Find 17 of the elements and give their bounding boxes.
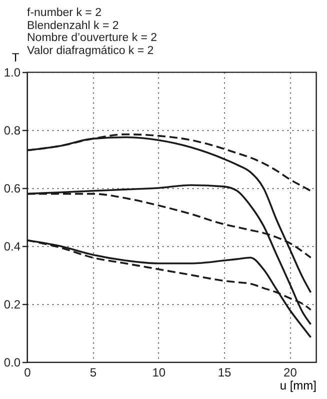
- x-axis-title: u [mm]: [280, 378, 316, 392]
- y-tick-label: 0.0: [4, 356, 21, 370]
- y-tick-label: 0.2: [4, 298, 21, 312]
- x-tick-label: 20: [284, 366, 298, 380]
- y-tick-label: 0.4: [4, 240, 21, 254]
- x-tick-label: 0: [24, 366, 32, 380]
- x-tick-label: 15: [218, 366, 232, 380]
- y-tick-label: 0.6: [4, 182, 21, 196]
- x-tick-label: 10: [152, 366, 166, 380]
- text: f-number k = 2: [27, 7, 102, 20]
- x-tick-label: 5: [90, 366, 97, 380]
- text: Valor diafragmático k = 2: [27, 44, 155, 57]
- y-axis-title: T: [12, 50, 20, 64]
- text: Blendenzahl k = 2: [27, 20, 120, 32]
- text: Nombre d’ouverture k = 2: [27, 32, 158, 44]
- y-tick-label: 1.0: [4, 66, 21, 80]
- y-tick-label: 0.8: [4, 124, 21, 138]
